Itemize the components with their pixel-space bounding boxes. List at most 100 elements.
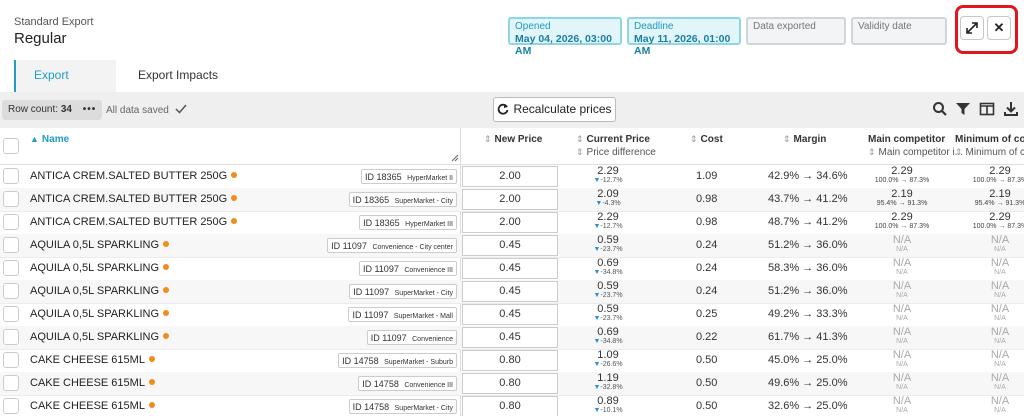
main-competitor-value: N/A N/A	[892, 234, 912, 254]
row-checkbox[interactable]	[3, 398, 19, 414]
main-competitor-value: N/A N/A	[892, 303, 912, 323]
margin-value: 42.9% → 34.6%	[768, 170, 848, 182]
new-price-input[interactable]: 2.00	[462, 212, 558, 233]
close-button[interactable]: ✕	[987, 16, 1011, 40]
new-price-input[interactable]: 0.45	[462, 235, 558, 256]
main-competitor-value: N/A N/A	[892, 395, 912, 415]
new-price-input[interactable]: 0.80	[462, 350, 558, 371]
tab-export-impacts[interactable]: Export Impacts	[138, 68, 219, 82]
table-row[interactable]: ANTICA CREM.SALTED BUTTER 250G ID 18365 H…	[0, 211, 1024, 235]
table-row[interactable]: CAKE CHEESE 615ML ID 14758 SuperMarket - …	[0, 395, 1024, 416]
main-competitor-value: 2.29 100.0% → 87.3%	[874, 165, 930, 185]
column-cost[interactable]: ⇕ Cost	[690, 134, 723, 145]
product-name: AQUILA 0,5L SPARKLING	[30, 239, 170, 251]
column-name[interactable]: ▲ Name	[30, 134, 70, 145]
search-icon[interactable]	[932, 101, 948, 117]
row-checkbox[interactable]	[3, 375, 19, 391]
row-count-badge[interactable]: Row count: 34 •••	[2, 100, 103, 120]
saved-status: All data saved	[106, 104, 187, 116]
column-main-competitor[interactable]: Main competitor ⇕ Main competitor i...	[868, 134, 964, 158]
new-price-input[interactable]: 0.80	[462, 373, 558, 394]
column-new-price[interactable]: ⇕ New Price	[484, 134, 543, 145]
product-name: AQUILA 0,5L SPARKLING	[30, 331, 170, 343]
cost-value: 0.50	[696, 377, 718, 389]
filter-icon[interactable]	[955, 101, 971, 117]
new-price-input[interactable]: 0.45	[462, 327, 558, 348]
column-margin[interactable]: ⇕ Margin	[783, 134, 827, 145]
row-checkbox[interactable]	[3, 329, 19, 345]
row-checkbox[interactable]	[3, 352, 19, 368]
status-dot-icon	[148, 379, 155, 385]
down-arrow-icon: ▼	[593, 292, 601, 299]
data-exported-label: Data exported	[753, 21, 816, 32]
toolbar: Row count: 34 ••• All data saved Recalcu…	[0, 92, 1024, 128]
product-id-badge: ID 11097 SuperMarket - City	[349, 284, 457, 299]
store-label: HyperMarket II	[407, 175, 453, 182]
status-dot-icon	[163, 287, 170, 293]
row-checkbox[interactable]	[3, 168, 19, 184]
row-checkbox[interactable]	[3, 283, 19, 299]
new-price-input[interactable]: 0.80	[462, 396, 558, 416]
down-arrow-icon: ▼	[593, 315, 601, 322]
current-price: 2.09 ▼-4.3%	[595, 188, 621, 208]
column-minimum-competitor[interactable]: Minimum of comp⇕Minimum of co	[955, 134, 1024, 158]
product-id-badge: ID 14758 SuperMarket - City	[348, 399, 457, 414]
product-id-badge: ID 11097 SuperMarket - Mall	[348, 307, 457, 322]
cost-value: 0.22	[696, 331, 718, 343]
row-checkbox[interactable]	[3, 191, 19, 207]
table-header: ▲ Name ⇕ New Price ⇕ Current Price ⇕ Price di…	[0, 128, 1024, 165]
new-price-input[interactable]: 2.00	[462, 189, 558, 210]
table-row[interactable]: AQUILA 0,5L SPARKLING ID 11097 Convenienc…	[0, 257, 1024, 281]
current-price: 0.69 ▼-34.8%	[593, 257, 623, 277]
download-icon[interactable]	[1003, 101, 1019, 117]
down-arrow-icon: ▼	[593, 361, 601, 368]
row-checkbox[interactable]	[3, 214, 19, 230]
table-row[interactable]: CAKE CHEESE 615ML ID 14758 Convenience II…	[0, 372, 1024, 396]
deadline-label: Deadline	[634, 21, 674, 32]
product-id-badge: ID 18365 HyperMarket III	[359, 215, 457, 230]
more-options-icon[interactable]: •••	[82, 104, 97, 115]
cost-value: 0.24	[696, 262, 718, 274]
minimum-competitor-value: N/A N/A	[990, 234, 1010, 254]
row-checkbox[interactable]	[3, 260, 19, 276]
product-name: AQUILA 0,5L SPARKLING	[30, 308, 170, 320]
table-row[interactable]: AQUILA 0,5L SPARKLING ID 11097 SuperMarke…	[0, 280, 1024, 304]
current-price: 0.59 ▼-23.7%	[593, 234, 623, 254]
row-count-value: 34	[60, 104, 72, 115]
new-price-input[interactable]: 2.00	[462, 166, 558, 187]
status-dot-icon	[148, 402, 155, 408]
columns-icon[interactable]	[979, 101, 995, 117]
store-label: Convenience III	[404, 267, 453, 274]
table-row[interactable]: ANTICA CREM.SALTED BUTTER 250G ID 18365 S…	[0, 188, 1024, 212]
table-row[interactable]: AQUILA 0,5L SPARKLING ID 11097 Convenienc…	[0, 234, 1024, 258]
deadline-chip: Deadline May 11, 2026, 01:00 AM	[627, 17, 741, 57]
table-row[interactable]: CAKE CHEESE 615ML ID 14758 SuperMarket - …	[0, 349, 1024, 373]
row-count-label: Row count:	[8, 104, 59, 115]
recalculate-prices-button[interactable]: Recalculate prices	[493, 97, 616, 122]
main-competitor-value: N/A N/A	[892, 349, 912, 369]
row-checkbox[interactable]	[3, 306, 19, 322]
new-price-input[interactable]: 0.45	[462, 304, 558, 325]
table-row[interactable]: AQUILA 0,5L SPARKLING ID 11097 Convenienc…	[0, 326, 1024, 350]
store-label: Convenience III	[404, 382, 453, 389]
minimum-competitor-value: N/A N/A	[990, 280, 1010, 300]
new-price-input[interactable]: 0.45	[462, 258, 558, 279]
resize-handle-icon[interactable]	[451, 154, 459, 162]
close-icon: ✕	[993, 20, 1005, 35]
product-id-badge: ID 11097 Convenience III	[358, 261, 457, 276]
expand-icon	[966, 22, 978, 34]
status-dot-icon	[163, 241, 170, 247]
store-label: SuperMarket - City	[394, 290, 453, 297]
expand-button[interactable]	[960, 16, 984, 40]
table-row[interactable]: AQUILA 0,5L SPARKLING ID 11097 SuperMarke…	[0, 303, 1024, 327]
status-dot-icon	[231, 195, 238, 201]
tab-export-review[interactable]: Export review	[14, 60, 116, 112]
new-price-input[interactable]: 0.45	[462, 281, 558, 302]
select-all-checkbox[interactable]	[3, 138, 19, 154]
column-current-price[interactable]: ⇕ Current Price ⇕ Price difference	[576, 134, 656, 158]
product-id-badge: ID 14758 Convenience III	[358, 376, 457, 391]
margin-value: 49.6% → 25.0%	[768, 377, 848, 389]
table-row[interactable]: ANTICA CREM.SALTED BUTTER 250G ID 18365 H…	[0, 165, 1024, 189]
row-checkbox[interactable]	[3, 237, 19, 253]
down-arrow-icon: ▼	[593, 246, 601, 253]
